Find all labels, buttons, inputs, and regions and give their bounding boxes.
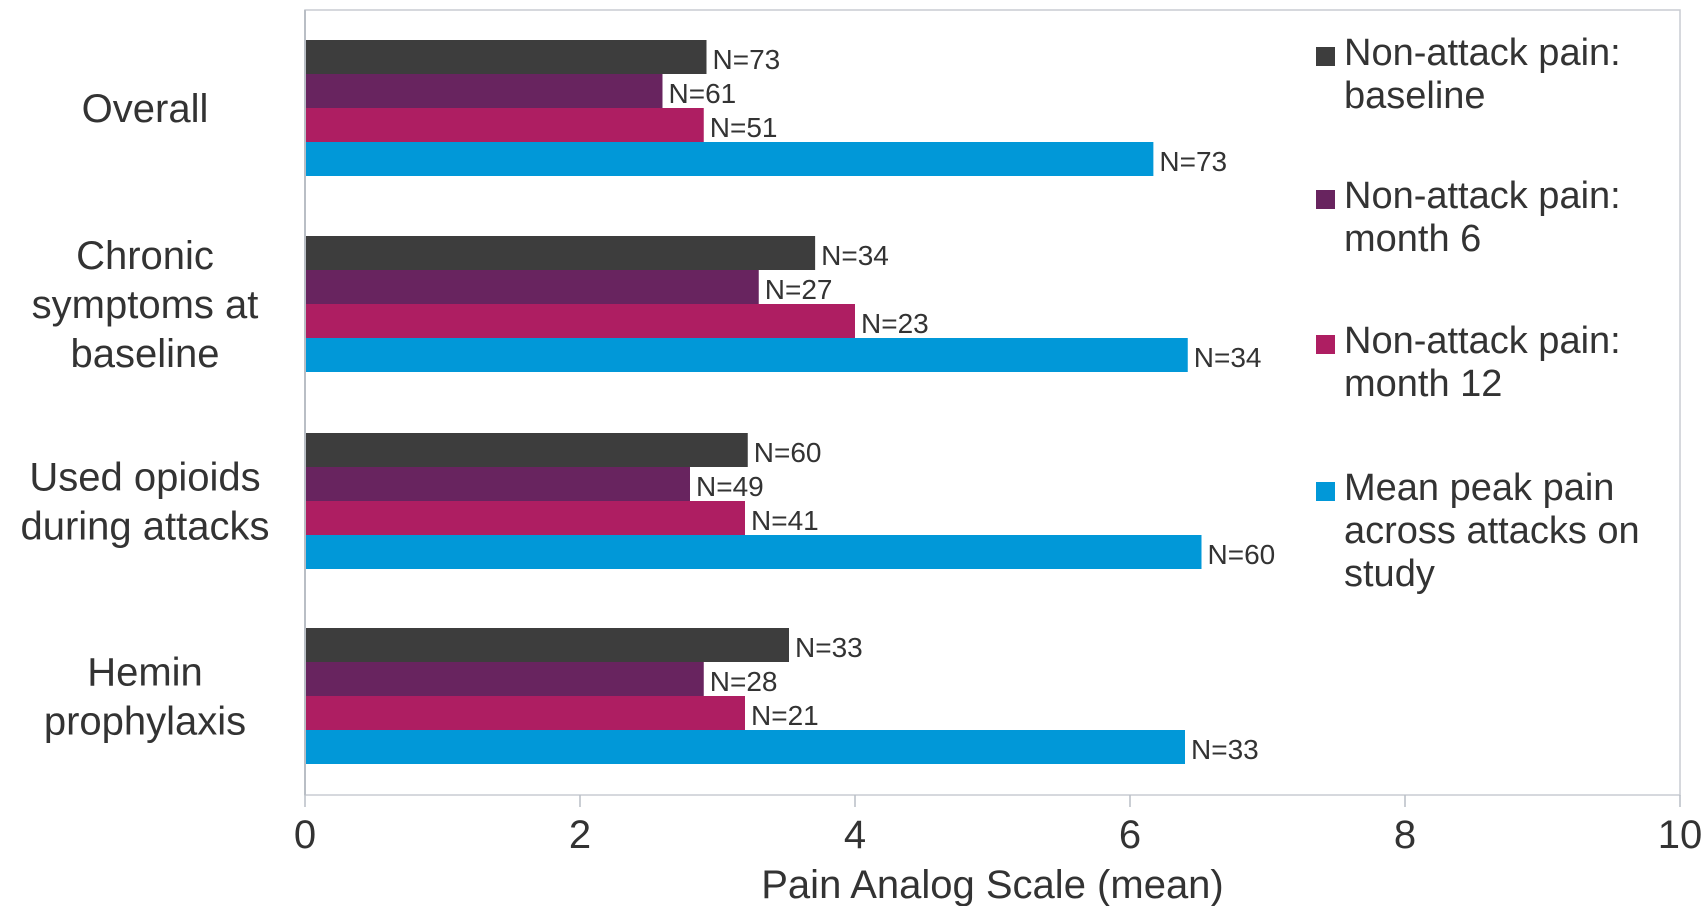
bar-series-3-category-2 [305, 304, 855, 338]
x-tick-label: 2 [569, 813, 591, 857]
bar-series-2-category-4 [305, 662, 704, 696]
bar-data-label: N=60 [754, 437, 822, 468]
bar-data-label: N=51 [710, 112, 778, 143]
bar-series-4-category-4 [305, 730, 1185, 764]
bar-data-label: N=73 [713, 44, 781, 75]
bar-data-label: N=60 [1208, 539, 1276, 570]
bar-data-label: N=23 [861, 308, 929, 339]
x-tick-label: 0 [294, 813, 316, 857]
legend: Non-attack pain: baseline Non-attack pain:… [1316, 32, 1640, 595]
bar-series-1-category-1 [305, 40, 707, 74]
bar-series-2-category-3 [305, 467, 690, 501]
bar-data-label: N=49 [696, 471, 764, 502]
bar-data-label: N=34 [1194, 342, 1262, 373]
category-label: Overall [82, 87, 209, 131]
x-tick-label: 6 [1119, 813, 1141, 857]
bar-series-3-category-3 [305, 501, 745, 535]
bar-data-label: N=34 [821, 240, 889, 271]
bar-series-1-category-3 [305, 433, 748, 467]
legend-label: Non-attack pain: baseline [1344, 32, 1621, 117]
category-label: Chronic symptoms at baseline [32, 234, 259, 376]
bar-series-1-category-2 [305, 236, 816, 270]
bar-series-2-category-1 [305, 74, 663, 108]
bar-data-label: N=41 [751, 505, 819, 536]
x-tick-label: 10 [1658, 813, 1702, 857]
data-labels-layer: N=73 N=34 N=60 N=33 N=61 N=27 N=49 N=28 N=51 N=23… [669, 44, 1276, 765]
bar-data-label: N=33 [1191, 734, 1259, 765]
bar-data-label: N=61 [669, 78, 737, 109]
bar-data-label: N=27 [765, 274, 833, 305]
category-label: Hemin prophylaxis [44, 651, 246, 744]
legend-swatch [1316, 482, 1335, 501]
bar-data-label: N=21 [751, 700, 819, 731]
legend-label: Mean peak pain across attacks on study [1344, 467, 1640, 595]
category-label: Used opioids during attacks [20, 456, 269, 549]
legend-swatch [1316, 47, 1335, 66]
legend-label: Non-attack pain: month 12 [1344, 320, 1621, 405]
x-tick-label: 4 [844, 813, 866, 857]
legend-label: Non-attack pain: month 6 [1344, 175, 1621, 260]
bar-data-label: N=28 [710, 666, 778, 697]
x-axis-title: Pain Analog Scale (mean) [761, 863, 1224, 906]
bars-layer [305, 40, 1202, 764]
bar-series-3-category-1 [305, 108, 704, 142]
bar-series-2-category-2 [305, 270, 759, 304]
bar-series-4-category-1 [305, 142, 1154, 176]
legend-swatch [1316, 190, 1335, 209]
bar-series-3-category-4 [305, 696, 745, 730]
bar-data-label: N=73 [1159, 146, 1227, 177]
bar-data-label: N=33 [795, 632, 863, 663]
x-tick-label: 8 [1394, 813, 1416, 857]
legend-swatch [1316, 335, 1335, 354]
bar-series-4-category-3 [305, 535, 1202, 569]
bar-series-4-category-2 [305, 338, 1188, 372]
bar-series-1-category-4 [305, 628, 789, 662]
axes-layer: 0 2 4 6 8 10 Pain Analog Scale (mean) Overall Ch… [20, 9, 1702, 906]
